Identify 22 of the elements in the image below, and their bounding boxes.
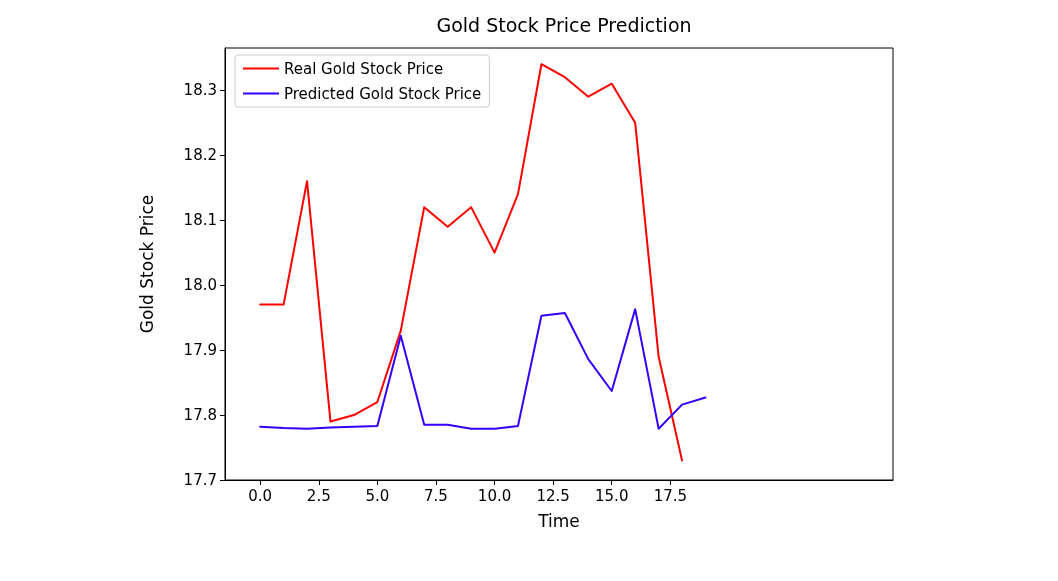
legend-label: Predicted Gold Stock Price <box>284 84 482 103</box>
y-tick-label: 18.2 <box>183 146 217 165</box>
y-tick-label: 17.9 <box>183 341 217 360</box>
y-tick-label: 17.7 <box>183 471 217 489</box>
x-tick-label: 2.5 <box>306 486 331 505</box>
line-series <box>259 63 684 462</box>
y-tick-label: 18.0 <box>183 276 217 295</box>
x-tick-label: 5.0 <box>365 486 390 505</box>
chart-title: Gold Stock Price Prediction <box>436 13 692 36</box>
legend-label: Real Gold Stock Price <box>284 59 444 78</box>
x-tick-label: 17.5 <box>653 486 688 505</box>
y-tick-label: 18.1 <box>183 211 217 230</box>
x-axis-title: Time <box>537 510 580 531</box>
y-tick-label: 18.3 <box>183 81 217 100</box>
x-tick-label: 15.0 <box>595 486 629 505</box>
y-tick-label: 17.8 <box>183 406 217 425</box>
x-tick-label: 7.5 <box>424 486 448 505</box>
line-series <box>259 308 707 430</box>
x-tick-label: 10.0 <box>477 486 512 505</box>
x-tick-label: 0.0 <box>248 486 273 505</box>
y-axis-title: Gold Stock Price <box>136 194 157 334</box>
x-tick-label: 12.5 <box>536 486 570 505</box>
